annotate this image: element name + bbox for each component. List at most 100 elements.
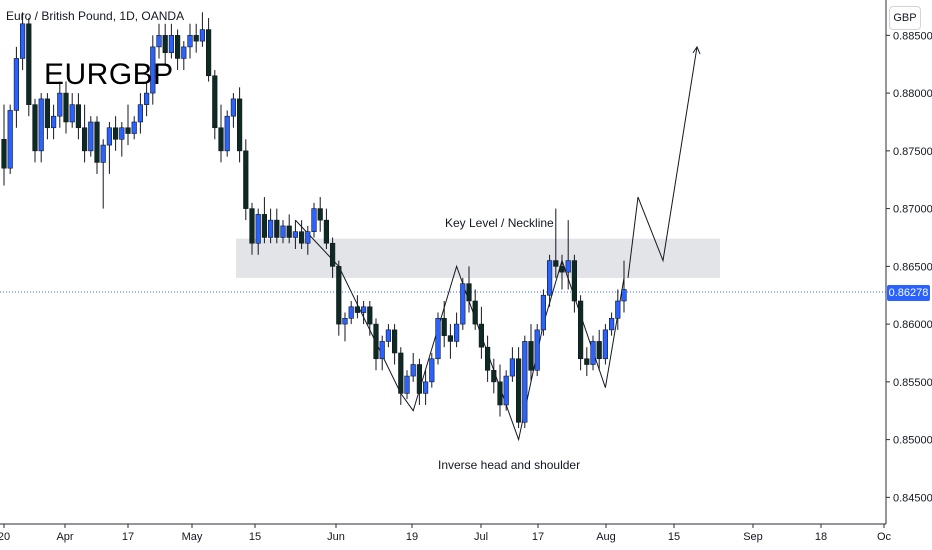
candle-body — [113, 127, 119, 140]
candle-body — [311, 208, 317, 233]
last-price-tag: 0.86278 — [887, 285, 930, 301]
candle-body — [621, 289, 627, 302]
candle-body — [181, 46, 187, 59]
candle-body — [193, 35, 199, 42]
candle-body — [466, 283, 472, 302]
x-tick-label: Aug — [596, 531, 616, 543]
candle-body — [608, 318, 615, 331]
candle-body — [540, 294, 546, 331]
candle-body — [199, 29, 206, 42]
candle-body — [503, 375, 509, 406]
candle-body — [484, 346, 491, 371]
candle-body — [385, 329, 392, 342]
candle-body — [348, 306, 354, 319]
candle-body — [534, 329, 540, 371]
candle-body — [106, 127, 112, 146]
candle-body — [162, 35, 168, 53]
candle-body — [342, 318, 348, 325]
candle-body — [422, 381, 429, 394]
key-level-zone — [236, 238, 720, 278]
candle-body — [168, 35, 175, 53]
candle-body — [472, 300, 478, 325]
candle-body — [429, 358, 435, 383]
candle-body — [274, 219, 280, 238]
candle-body — [615, 300, 621, 319]
candle-body — [367, 306, 373, 325]
candles-layer — [1, 12, 627, 429]
candle-body — [131, 121, 137, 134]
candle-body — [19, 23, 26, 59]
x-tick-label: 18 — [815, 531, 827, 543]
candle-body — [584, 358, 590, 365]
candle-body — [559, 266, 565, 273]
y-tick-label: 0.86000 — [893, 319, 932, 331]
candle-body — [373, 323, 379, 360]
y-tick-label: 0.86500 — [893, 261, 932, 273]
candle-body — [212, 75, 218, 129]
candle-body — [32, 104, 38, 152]
candle-body — [391, 329, 398, 354]
candle-body — [267, 219, 274, 238]
candle-body — [323, 219, 330, 244]
candle-body — [596, 341, 602, 360]
y-tick-label: 0.87000 — [893, 204, 932, 216]
x-tick-label: Jul — [474, 531, 488, 543]
candle-body — [57, 92, 63, 117]
candle-body — [75, 104, 81, 129]
projection-layer — [627, 45, 701, 278]
candle-body — [553, 260, 559, 267]
candle-body — [410, 364, 416, 377]
candle-body — [119, 127, 125, 140]
x-tick-label: 15 — [249, 531, 261, 543]
y-tick-label: 0.88000 — [893, 88, 932, 100]
x-tick-label: 15 — [668, 531, 680, 543]
x-tick-label: 17 — [122, 531, 134, 543]
x-tick-label: Oc — [877, 531, 892, 543]
x-tick-label: May — [182, 531, 203, 543]
candle-body — [38, 98, 44, 152]
projection-arrowhead — [692, 45, 701, 55]
candle-body — [50, 115, 57, 129]
candle-body — [522, 341, 528, 423]
candle-body — [218, 127, 224, 152]
x-tick-label: Jun — [327, 531, 345, 543]
candle-body — [528, 341, 534, 371]
candle-body — [7, 110, 13, 169]
currency-button[interactable]: GBP — [889, 6, 921, 30]
x-tick-label: 19 — [406, 531, 418, 543]
candle-body — [447, 335, 454, 342]
candle-body — [565, 260, 571, 273]
candle-body — [187, 35, 193, 48]
y-tick-label: 0.84500 — [893, 492, 932, 504]
key-level-zone-layer — [0, 238, 886, 293]
candle-body — [360, 306, 367, 313]
candle-body — [404, 375, 410, 394]
candle-body — [577, 300, 584, 360]
pattern-annotation: Inverse head and shoulder — [438, 458, 581, 472]
candle-body — [546, 260, 553, 296]
candle-body — [175, 35, 181, 59]
candle-body — [453, 323, 460, 342]
x-tick-label: Apr — [56, 531, 73, 543]
candle-body — [497, 381, 503, 406]
candle-body — [416, 364, 423, 394]
y-tick-label: 0.85500 — [893, 377, 932, 389]
y-tick-label: 0.87500 — [893, 146, 932, 158]
neckline-annotation: Key Level / Neckline — [445, 216, 554, 230]
candle-body — [206, 29, 212, 77]
candle-body — [137, 104, 144, 123]
candle-body — [515, 358, 522, 423]
candle-body — [441, 318, 447, 336]
candle-body — [435, 318, 441, 360]
candle-body — [144, 92, 150, 105]
candle-body — [156, 35, 162, 48]
candle-body — [398, 352, 404, 394]
candle-body — [509, 358, 516, 377]
candle-body — [249, 208, 255, 244]
candle-body — [94, 121, 100, 163]
candle-body — [286, 225, 292, 238]
candle-body — [305, 231, 311, 244]
